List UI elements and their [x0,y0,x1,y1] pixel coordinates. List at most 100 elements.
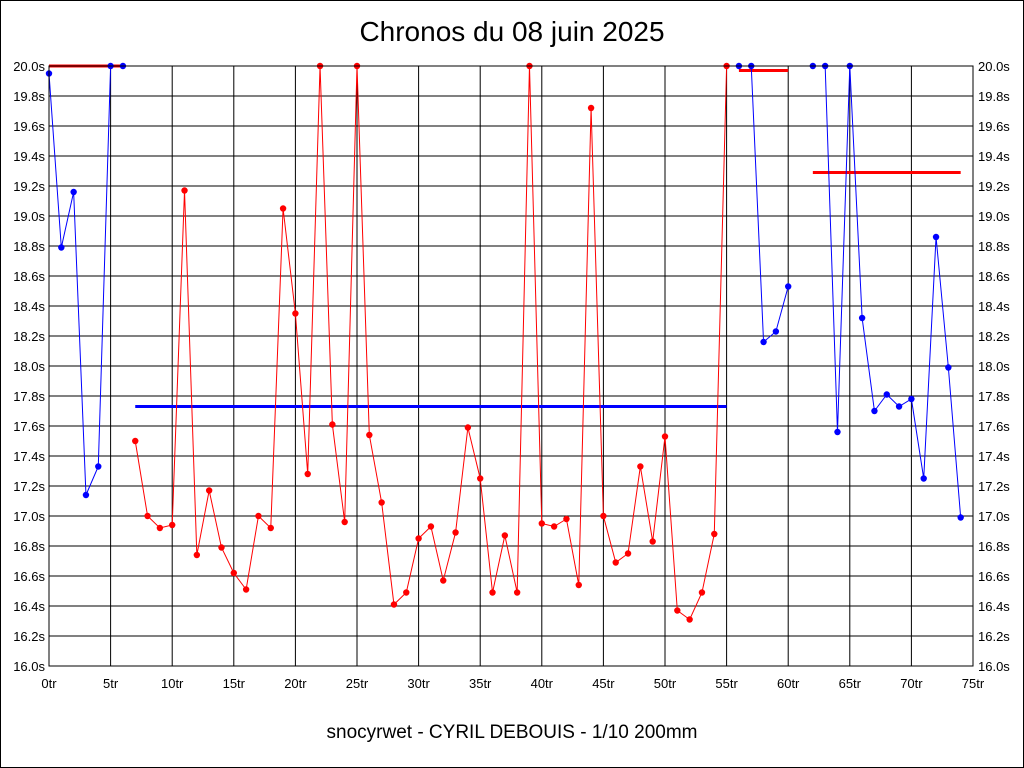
data-point [785,283,792,290]
data-point [366,431,373,439]
data-point [279,205,287,212]
data-point [772,328,780,335]
data-point [858,314,866,322]
y-tick-label-right: 18.4s [978,299,1010,314]
data-point [218,544,225,551]
y-tick-label-left: 18.6s [13,269,45,284]
y-tick-label-right: 16.2s [978,629,1010,644]
y-tick-label-left: 17.6s [13,419,45,434]
y-tick-label-left: 18.2s [13,329,45,344]
y-tick-label-left: 20.0s [13,59,45,74]
grid [48,65,974,667]
y-tick-label-left: 18.4s [13,299,45,314]
x-tick-label: 30tr [407,676,430,691]
data-point [156,524,164,532]
data-point [304,470,311,478]
data-point [82,491,90,499]
x-tick-label: 65tr [839,676,862,691]
data-point [403,589,410,596]
data-point [932,233,940,241]
data-point [550,523,558,530]
plot-border [48,65,974,667]
x-tick-label: 15tr [223,676,246,691]
y-tick-label-left: 18.0s [13,359,45,374]
y-tick-label-left: 16.8s [13,539,45,554]
data-point [501,532,509,539]
data-point [698,589,706,596]
x-tick-label: 45tr [592,676,615,691]
data-point [58,244,65,251]
series-line [812,65,962,518]
y-tick-label-right: 17.4s [978,449,1010,464]
data-point [415,535,422,542]
data-point [674,607,681,614]
y-tick-label-left: 19.0s [13,209,45,224]
data-point [686,616,693,623]
x-tick-label: 35tr [469,676,492,691]
data-point [427,523,435,530]
data-point [132,437,139,445]
data-point [575,581,582,589]
x-tick-label: 25tr [346,676,369,691]
y-tick-label-right: 18.6s [978,269,1010,284]
x-tick-label: 75tr [962,676,985,691]
y-tick-label-right: 16.0s [978,659,1010,674]
y-tick-label-right: 17.8s [978,389,1010,404]
x-tick-label: 55tr [715,676,738,691]
y-tick-label-left: 18.8s [13,239,45,254]
data-point [711,530,718,538]
y-tick-label-left: 17.4s [13,449,45,464]
data-point [255,512,262,520]
y-tick-label-left: 16.0s [13,659,45,674]
data-point [834,428,841,436]
data-point [871,407,878,415]
y-tick-label-left: 17.0s [13,509,45,524]
series-line [48,65,123,496]
data-point [378,499,385,506]
y-tick-label-right: 18.8s [978,239,1010,254]
series-line [134,65,728,621]
data-point [95,463,102,470]
y-tick-label-right: 16.8s [978,539,1010,554]
data-point [587,104,595,112]
data-point [464,424,472,431]
y-tick-label-right: 19.8s [978,89,1010,104]
data-point [624,550,632,557]
y-tick-label-right: 19.2s [978,179,1010,194]
data-point [883,391,890,398]
chart-subtitle: snocyrwet - CYRIL DEBOUIS - 1/10 200mm [326,722,698,743]
x-tick-label: 10tr [161,676,184,691]
data-point [230,569,237,577]
data-point [760,338,767,346]
y-tick-label-right: 17.0s [978,509,1010,524]
x-tick-label: 40tr [531,676,554,691]
y-tick-label-left: 19.8s [13,89,45,104]
y-tick-label-right: 17.6s [978,419,1010,434]
data-point [452,529,459,536]
data-point [513,589,521,596]
data-point [341,518,348,526]
data-point [600,512,607,520]
data-point [169,521,176,529]
y-tick-label-left: 17.8s [13,389,45,404]
x-tick-label: 50tr [654,676,677,691]
data-point [292,310,299,317]
y-tick-label-right: 19.6s [978,119,1010,134]
y-tick-label-left: 16.2s [13,629,45,644]
y-tick-label-right: 18.0s [978,359,1010,374]
y-tick-label-left: 19.6s [13,119,45,134]
y-tick-label-left: 19.4s [13,149,45,164]
y-tick-label-right: 20.0s [978,59,1010,74]
x-tick-label: 60tr [777,676,800,691]
y-tick-label-right: 19.0s [978,209,1010,224]
y-tick-label-left: 17.2s [13,479,45,494]
y-tick-label-right: 17.2s [978,479,1010,494]
data-point [390,601,398,608]
data-point [895,403,903,410]
chart-title: Chronos du 08 juin 2025 [359,16,665,47]
data-point [489,589,496,596]
data-point [563,515,570,523]
x-tick-label: 0tr [41,676,57,691]
